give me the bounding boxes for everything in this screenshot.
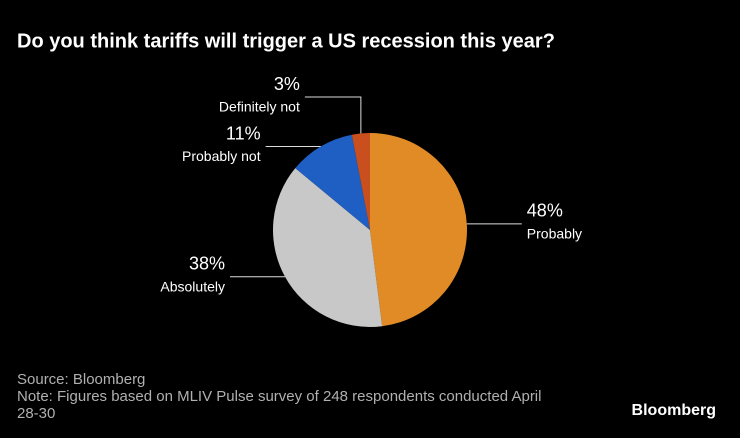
category-label: Probably not [182,148,261,164]
chart-title: Do you think tariffs will trigger a US r… [17,30,555,52]
category-label: Absolutely [160,278,225,294]
source: Source: Bloomberg [17,371,146,388]
value-label: 11% [226,123,261,143]
category-label: Probably [527,226,582,242]
value-label: 3% [274,74,300,94]
value-label: 48% [527,201,563,221]
slice [370,133,468,327]
slice [295,134,370,230]
category-label: Definitely not [219,99,300,115]
leader-line [304,96,362,134]
note: Note: Figures based on MLIV Pulse survey… [17,388,542,422]
slice [273,168,383,327]
value-label: 38% [189,253,225,273]
logo: Bloomberg [631,402,716,419]
slice [351,133,370,230]
